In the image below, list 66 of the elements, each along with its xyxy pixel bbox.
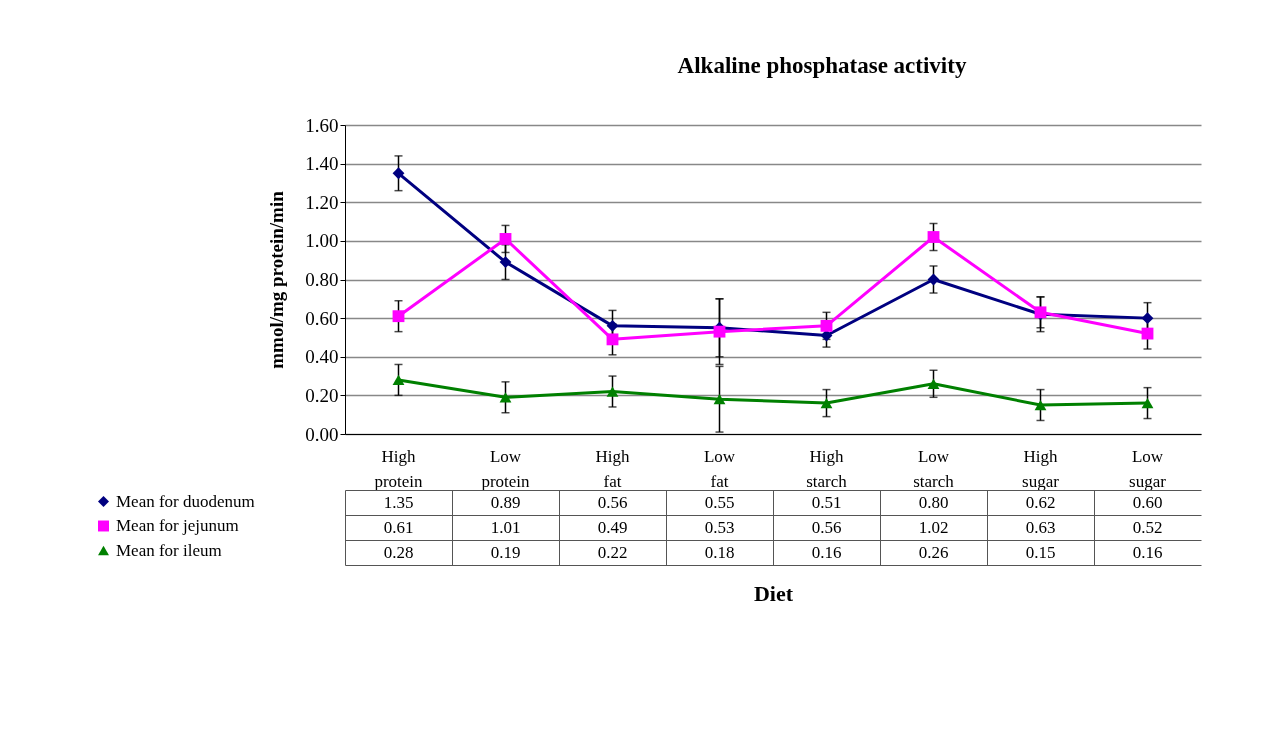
y-tick-label: 1.00	[305, 230, 339, 252]
data-label: 0.61	[383, 517, 414, 537]
y-tick-label: 0.20	[305, 384, 339, 406]
point	[606, 386, 619, 397]
point	[499, 233, 512, 245]
y-tick-label: 1.60	[305, 114, 339, 136]
data-label: 0.18	[704, 542, 735, 562]
data-label: 1.01	[490, 517, 521, 537]
y-tick-label: 1.40	[305, 153, 339, 175]
data-label: 0.63	[1025, 517, 1056, 537]
point	[713, 325, 726, 338]
x-tick-label: Low protein	[481, 446, 531, 491]
point	[820, 397, 833, 409]
y-tick-label: 1.20	[305, 191, 339, 213]
point	[499, 392, 512, 403]
data-label: 0.52	[1132, 517, 1163, 537]
data-label: 0.15	[1025, 542, 1056, 562]
data-label: 1.35	[383, 492, 414, 512]
x-tick-label: Low fat	[703, 446, 736, 491]
point	[392, 310, 405, 323]
chart-title: Alkaline phosphatase activity	[677, 53, 967, 78]
point	[1034, 399, 1047, 411]
x-tick-label: High sugar	[1022, 446, 1060, 491]
data-label: 0.56	[811, 517, 842, 537]
y-axis-title: mmol/mg protein/min	[266, 190, 288, 369]
data-label: 0.80	[918, 492, 949, 512]
x-tick-label: High protein	[374, 446, 424, 491]
x-tick-label: High starch	[806, 446, 848, 491]
data-label: 0.49	[597, 517, 628, 537]
data-label: 0.56	[597, 492, 628, 512]
point	[499, 256, 512, 269]
point	[392, 374, 405, 386]
data-label: 0.60	[1132, 492, 1163, 512]
legend-label: Mean for jejunum	[116, 516, 239, 535]
data-label: 0.28	[383, 542, 414, 562]
point	[606, 333, 619, 346]
point	[1141, 327, 1154, 340]
data-label: 0.53	[704, 517, 735, 537]
y-tick-label: 0.80	[305, 269, 339, 290]
point	[927, 231, 940, 243]
data-label: 0.19	[490, 542, 521, 562]
data-label: 0.51	[811, 492, 842, 512]
x-axis-title: Diet	[753, 580, 794, 606]
y-tick-label: 0.60	[305, 307, 339, 329]
data-label: 1.02	[918, 517, 949, 537]
data-label: 0.26	[918, 542, 949, 562]
legend-label: Mean for duodenum	[116, 491, 255, 511]
point	[1141, 397, 1154, 409]
x-tick-label: Low starch	[913, 446, 955, 491]
y-tick-label: 0.00	[305, 423, 339, 445]
point	[927, 378, 940, 389]
point	[392, 167, 405, 180]
data-label: 0.55	[704, 492, 735, 512]
data-label: 0.62	[1025, 492, 1056, 512]
point	[820, 319, 833, 332]
legend-label: Mean for ileum	[116, 540, 222, 560]
point	[713, 394, 726, 405]
point	[1141, 312, 1154, 325]
data-label: 0.16	[811, 542, 842, 562]
data-label: 0.89	[490, 492, 521, 512]
x-tick-label: High fat	[595, 446, 630, 491]
x-tick-label: Low sugar	[1129, 446, 1167, 491]
data-label: 0.16	[1132, 542, 1163, 562]
data-label: 0.22	[597, 542, 628, 562]
point	[606, 319, 619, 332]
y-tick-label: 0.40	[305, 346, 339, 368]
